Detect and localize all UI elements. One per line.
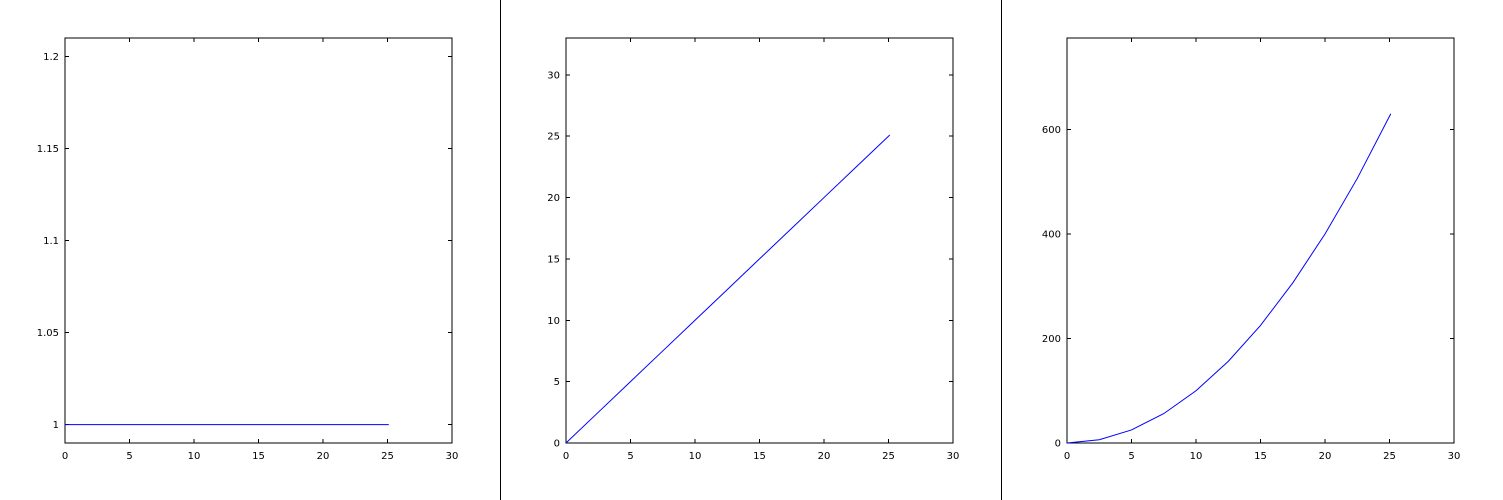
x-tick-label: 20	[317, 451, 330, 462]
y-tick-label: 0	[554, 439, 560, 450]
x-tick-label: 20	[818, 451, 831, 462]
x-tick-label: 10	[1190, 451, 1203, 462]
y-tick-label: 600	[1042, 125, 1061, 136]
y-tick-label: 10	[547, 316, 560, 327]
plot-frame	[64, 37, 453, 444]
chart-panel-constant: 0 5 10 15 20 25 30 1 1.05 1.1 1.15 1.2	[0, 0, 500, 500]
y-tick-label: 1	[53, 420, 59, 431]
chart-panel-quadratic: 0 5 10 15 20 25 30 0 200 400 600	[1002, 0, 1503, 500]
x-tick-label: 5	[126, 451, 132, 462]
y-tick-label: 25	[547, 132, 560, 143]
x-tick-label: 25	[381, 451, 394, 462]
x-tick-label: 30	[1448, 451, 1461, 462]
chart-panel-linear: 0 5 10 15 20 25 30 0 5 10 15 20 25 30	[501, 0, 1001, 500]
x-tick-label: 10	[188, 451, 201, 462]
x-tick-label: 5	[1128, 451, 1134, 462]
y-tick-label: 200	[1042, 334, 1061, 345]
y-tick-label: 0	[1055, 439, 1061, 450]
plot-frame	[565, 37, 954, 444]
x-tick-label: 0	[563, 451, 569, 462]
x-tick-label: 0	[62, 451, 68, 462]
x-tick-label: 15	[753, 451, 766, 462]
x-tick-label: 15	[1254, 451, 1267, 462]
plot-frame	[1066, 37, 1455, 444]
y-tick-label: 1.05	[37, 328, 59, 339]
x-tick-label: 30	[446, 451, 459, 462]
x-tick-label: 15	[252, 451, 265, 462]
x-tick-label: 25	[882, 451, 895, 462]
series-line-linear	[565, 134, 891, 444]
panel-divider	[1001, 0, 1002, 500]
x-tick-label: 25	[1383, 451, 1396, 462]
y-tick-label: 5	[554, 377, 560, 388]
y-tick-label: 20	[547, 193, 560, 204]
y-tick-label: 15	[547, 254, 560, 265]
chart-svg-constant: 0 5 10 15 20 25 30 1 1.05 1.1 1.15 1.2	[37, 37, 459, 462]
x-tick-label: 5	[627, 451, 633, 462]
y-tick-label: 30	[547, 70, 560, 81]
y-tick-label: 400	[1042, 229, 1061, 240]
y-tick-label: 1.2	[43, 52, 59, 63]
x-tick-label: 10	[689, 451, 702, 462]
panel-divider	[500, 0, 501, 500]
x-tick-label: 20	[1319, 451, 1332, 462]
y-tick-label: 1.1	[43, 236, 59, 247]
chart-svg-linear: 0 5 10 15 20 25 30 0 5 10 15 20 25 30	[547, 37, 960, 462]
x-tick-label: 0	[1064, 451, 1070, 462]
x-tick-label: 30	[947, 451, 960, 462]
chart-svg-quadratic: 0 5 10 15 20 25 30 0 200 400 600	[1042, 37, 1461, 462]
y-tick-label: 1.15	[37, 144, 59, 155]
series-line-quadratic	[1066, 113, 1392, 444]
